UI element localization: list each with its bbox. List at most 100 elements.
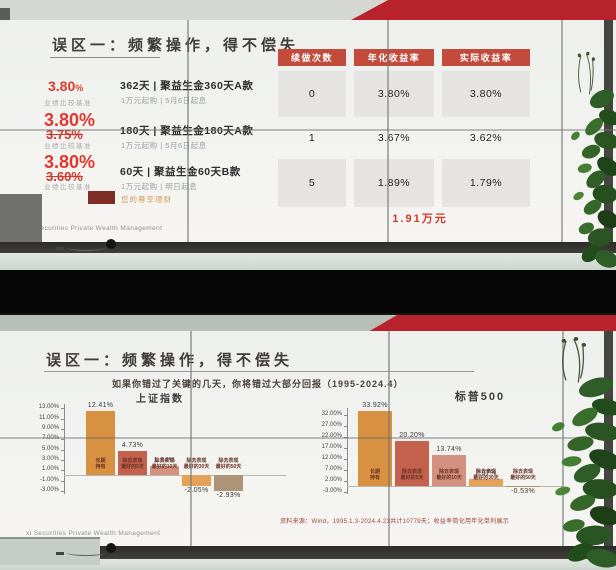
bar: [182, 475, 211, 486]
slide-title: 误区一：频繁操作，得不偿失: [52, 37, 300, 54]
data-source-note: 资料来源：Wind，1995.1.3-2024.4.23共计10779天；收益率…: [280, 519, 510, 525]
y-tick-label: 9.00%: [41, 424, 59, 431]
y-tick-mark: [61, 490, 64, 492]
y-tick-mark: [61, 449, 64, 451]
y-tick-mark: [344, 492, 347, 494]
rate-unit: %: [75, 83, 84, 93]
product-detail: 1万元起购 | 5月6日起息: [121, 96, 207, 105]
bar-value-label: 33.92%: [362, 401, 388, 409]
bar-chart-sse: 13.00% 11.00% 9.00% 7.00% 5.00% 3.00% 1.00% -1.…: [30, 402, 286, 499]
plant-foliage: [571, 51, 616, 268]
y-tick-label: 27.00%: [321, 422, 342, 429]
desk-edge: [0, 546, 616, 559]
benchmark-label: 业绩比较基准: [44, 100, 92, 107]
bar-value-label: 4.73%: [121, 441, 144, 449]
zero-baseline: [64, 475, 286, 477]
y-tick-label: 1.00%: [41, 466, 59, 473]
bar-category-label: 长期 持有: [369, 468, 380, 481]
bar: [118, 450, 147, 476]
screen-bezel: [387, 20, 389, 242]
bar: [395, 441, 429, 486]
product-old-rate: 3.60%: [46, 169, 83, 184]
y-tick-mark: [344, 437, 347, 439]
bar: [358, 410, 392, 486]
cable-connector: [56, 552, 64, 555]
y-tick-mark: [344, 448, 347, 450]
title-underline: [50, 57, 160, 58]
product-detail: 1万元起购 | 明日起息: [121, 182, 198, 191]
benchmark-label: 业绩比较基准: [44, 184, 92, 191]
product-name: 60天 | 聚益生金60天B款: [120, 166, 241, 178]
red-logo-block: [88, 191, 115, 204]
cable-connector: [56, 247, 64, 250]
y-tick-label: -3.00%: [39, 486, 59, 493]
table-cell: 1.89%: [354, 159, 434, 207]
table-cell: 5: [278, 159, 346, 207]
desk-surface: [0, 253, 616, 270]
y-tick-mark: [61, 459, 64, 461]
screen-bezel: [388, 331, 390, 546]
table-cell: 1: [308, 132, 316, 144]
screen-bezel: [561, 20, 563, 242]
bar-value-label: 1.84%: [153, 456, 176, 464]
webcam: [106, 543, 116, 553]
desk-surface: [0, 559, 616, 570]
bar-category-label: 除去表现 最好的50天: [215, 458, 242, 471]
y-tick-mark: [344, 426, 347, 428]
photo-separator: [0, 270, 616, 313]
bar: [469, 479, 503, 486]
screen-bezel: [0, 129, 616, 131]
highlight-amount: 1.91万元: [392, 213, 448, 225]
y-tick-label: 17.00%: [321, 444, 342, 451]
rate-value: 3.80: [48, 78, 76, 94]
product-rate: 3.80%: [48, 78, 83, 96]
bar-chart-spx: 32.00% 27.00% 22.00% 17.00% 12.00% 7.00% 2.00%…: [300, 402, 576, 495]
y-tick-label: 22.00%: [321, 433, 342, 440]
y-tick-label: 13.00%: [38, 404, 59, 411]
bar-value-label: -2.93%: [216, 491, 241, 499]
table-cell: 3.80%: [442, 71, 530, 117]
webcam: [106, 239, 116, 249]
y-tick-mark: [61, 480, 64, 482]
y-tick-mark: [344, 415, 347, 417]
table-cell: 3.62%: [469, 132, 503, 144]
ceiling-banner: [0, 313, 616, 331]
y-axis: [347, 408, 348, 494]
bar-category-label: 除去表现 最好的50天: [510, 468, 536, 481]
y-tick-mark: [61, 428, 64, 430]
chart-title-spx: 标普500: [454, 391, 506, 403]
y-axis: [64, 404, 65, 494]
product-extra-label: 您的尊享理财: [121, 195, 172, 204]
table-cell: 1.79%: [442, 159, 530, 207]
y-tick-label: 7.00%: [324, 466, 342, 473]
bar-category-label: 除去表现 最好的30天: [473, 468, 499, 481]
chart-title-sse: 上证指数: [136, 394, 184, 405]
table-header-cell: 实际收益率: [442, 49, 530, 66]
screen-bezel: [187, 20, 189, 242]
y-tick-label: 3.00%: [41, 455, 59, 462]
product-detail: 1万元起购 | 5月6日起息: [121, 141, 207, 150]
y-tick-mark: [344, 470, 347, 472]
bar-value-label: 20.20%: [399, 432, 425, 440]
table-cell: 3.80%: [354, 71, 434, 117]
webcam-cable: [66, 244, 106, 251]
y-tick-label: -3.00%: [322, 488, 342, 495]
y-tick-label: 5.00%: [41, 445, 59, 452]
ceiling-shadow: [0, 313, 616, 315]
bar-category-label: 除去表现 最好的10天: [151, 458, 178, 471]
screen-bezel: [190, 331, 192, 546]
y-tick-label: 2.00%: [324, 477, 342, 484]
y-tick-mark: [61, 439, 64, 441]
bar-value-label: 12.41%: [87, 402, 114, 410]
y-tick-mark: [61, 418, 64, 420]
product-name: 362天 | 聚益生金360天A款: [120, 80, 254, 92]
slide-title: 误区一：频繁操作，得不偿失: [46, 352, 294, 369]
zero-baseline: [347, 485, 562, 487]
bar: [506, 485, 540, 487]
title-underline: [44, 371, 474, 372]
bar-value-label: -0.53%: [511, 487, 535, 495]
plant-icon: [552, 336, 616, 568]
desk-edge: [0, 242, 616, 253]
webcam-cable: [66, 549, 106, 556]
bar-category-label: 除去表现 最好的30天: [183, 458, 210, 471]
